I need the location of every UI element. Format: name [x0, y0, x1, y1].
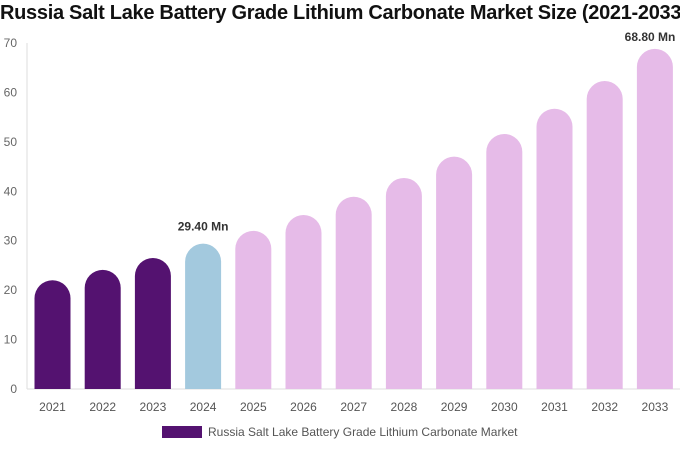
- bar-2030: [486, 133, 523, 389]
- legend: Russia Salt Lake Battery Grade Lithium C…: [162, 425, 517, 439]
- bar-2024: [185, 243, 222, 389]
- y-tick-label: 10: [4, 333, 18, 347]
- bar-2026: [285, 215, 322, 389]
- legend-label: Russia Salt Lake Battery Grade Lithium C…: [208, 425, 518, 439]
- y-tick-label: 40: [4, 184, 18, 198]
- bar-2032: [586, 81, 623, 389]
- bar-2027: [335, 196, 372, 389]
- y-tick-label: 30: [4, 234, 18, 248]
- x-tick-label: 2025: [240, 400, 267, 414]
- x-tick-label: 2021: [39, 400, 66, 414]
- x-tick-label: 2028: [391, 400, 418, 414]
- x-tick-label: 2032: [591, 400, 618, 414]
- bar-2031: [536, 108, 573, 390]
- bar-2033: [636, 48, 673, 389]
- chart-title: Russia Salt Lake Battery Grade Lithium C…: [0, 2, 680, 24]
- bar-2025: [235, 230, 272, 389]
- x-tick-label: 2029: [441, 400, 468, 414]
- y-tick-label: 70: [4, 36, 18, 50]
- y-tick-label: 50: [4, 135, 18, 149]
- bar-2023: [134, 258, 171, 389]
- bar-2021: [34, 280, 71, 389]
- x-tick-label: 2031: [541, 400, 568, 414]
- bar-2029: [436, 156, 473, 389]
- bar-2022: [84, 269, 121, 389]
- bar-2028: [385, 177, 422, 389]
- x-tick-label: 2033: [642, 400, 669, 414]
- x-tick-label: 2024: [190, 400, 217, 414]
- y-tick-label: 60: [4, 85, 18, 99]
- data-label: 68.80 Mn: [625, 30, 676, 44]
- data-label: 29.40 Mn: [178, 220, 229, 234]
- legend-swatch: [162, 426, 202, 438]
- x-tick-label: 2027: [340, 400, 367, 414]
- x-tick-label: 2030: [491, 400, 518, 414]
- y-tick-label: 20: [4, 283, 18, 297]
- y-tick-label: 0: [10, 382, 17, 396]
- x-tick-label: 2023: [140, 400, 167, 414]
- x-tick-label: 2026: [290, 400, 317, 414]
- x-tick-label: 2022: [89, 400, 116, 414]
